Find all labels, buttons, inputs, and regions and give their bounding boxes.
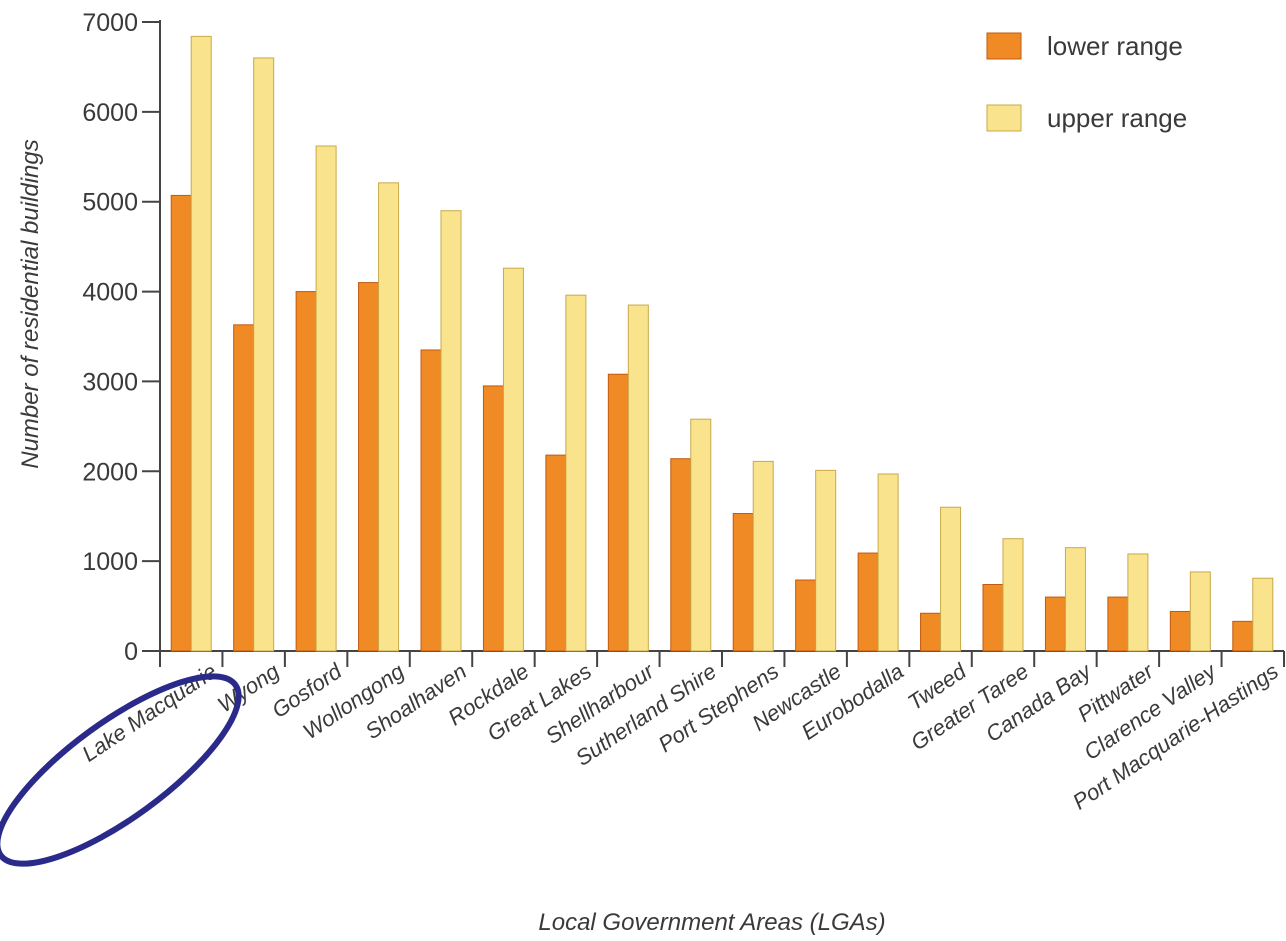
y-tick-label: 6000: [82, 99, 138, 127]
bar-upper-range: [815, 469, 837, 652]
bar-upper-range: [502, 267, 524, 652]
bar-lower-range: [170, 194, 192, 652]
bar-upper-range: [440, 210, 462, 652]
bar-upper-range: [627, 304, 649, 652]
bar-lower-range: [1169, 610, 1191, 652]
category-labels: Lake MacquarieWyongGosfordWollongongShoa…: [77, 657, 1282, 814]
bars: [170, 35, 1274, 652]
bar-lower-range: [920, 612, 942, 652]
bar-upper-range: [752, 460, 774, 652]
y-tick-label: 3000: [82, 368, 138, 396]
bar-upper-range: [877, 473, 899, 652]
x-axis: [159, 650, 1285, 667]
bar-lower-range: [358, 282, 380, 652]
bar-lower-range: [482, 385, 504, 652]
bar-upper-range: [1002, 538, 1024, 652]
bar-upper-range: [565, 294, 587, 652]
bar-upper-range: [690, 418, 712, 652]
bar-upper-range: [1127, 553, 1149, 652]
legend-label: upper range: [1047, 103, 1187, 133]
bar-lower-range: [1232, 620, 1254, 652]
legend-swatch: [986, 104, 1022, 132]
bar-upper-range: [940, 506, 962, 652]
bar-lower-range: [857, 552, 879, 652]
bar-lower-range: [1044, 596, 1066, 652]
y-axis-title: Number of residential buildings: [17, 139, 44, 469]
bar-upper-range: [1252, 577, 1274, 652]
x-axis-title: Local Government Areas (LGAs): [538, 909, 885, 936]
bar-lower-range: [233, 324, 255, 652]
y-tick-label: 4000: [82, 279, 138, 307]
bar-lower-range: [1107, 596, 1129, 652]
bar-lower-range: [795, 579, 817, 652]
bar-upper-range: [253, 57, 275, 652]
bar-upper-range: [1064, 547, 1086, 652]
bar-upper-range: [190, 35, 212, 652]
bar-upper-range: [378, 182, 400, 652]
bar-upper-range: [315, 145, 337, 652]
bar-lower-range: [545, 454, 567, 652]
bar-lower-range: [420, 349, 442, 652]
y-tick-label: 1000: [82, 548, 138, 576]
y-tick-label: 0: [124, 638, 138, 666]
y-tick-label: 2000: [82, 458, 138, 486]
bar-lower-range: [295, 291, 317, 652]
bar-lower-range: [982, 584, 1004, 652]
legend-label: lower range: [1047, 31, 1183, 61]
y-tick-label: 5000: [82, 189, 138, 217]
legend-swatch: [986, 32, 1022, 60]
bar-lower-range: [670, 458, 692, 652]
legend: lower range upper range: [986, 31, 1187, 133]
highlight-ellipse: [0, 673, 242, 867]
bar-lower-range: [607, 373, 629, 652]
bar-lower-range: [732, 513, 754, 652]
bar-upper-range: [1189, 571, 1211, 652]
y-tick-label: 7000: [82, 9, 138, 37]
y-axis: 0 1000 2000 3000 4000 5000 6000 7000: [82, 9, 161, 666]
